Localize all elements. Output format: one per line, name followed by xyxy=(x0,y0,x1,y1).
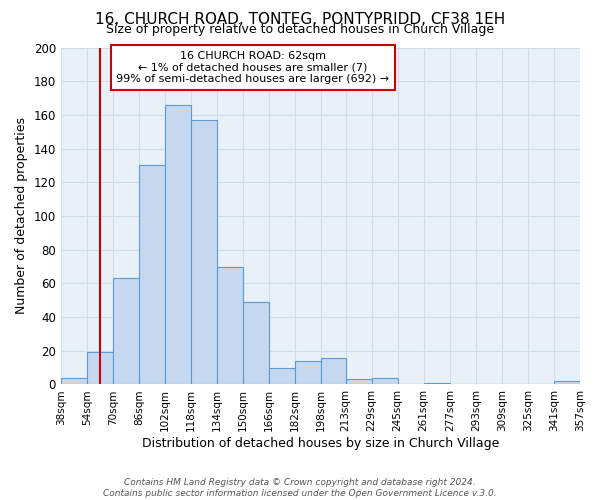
Text: 16, CHURCH ROAD, TONTEG, PONTYPRIDD, CF38 1EH: 16, CHURCH ROAD, TONTEG, PONTYPRIDD, CF3… xyxy=(95,12,505,28)
X-axis label: Distribution of detached houses by size in Church Village: Distribution of detached houses by size … xyxy=(142,437,499,450)
Bar xyxy=(61,378,87,384)
Bar xyxy=(113,278,139,384)
Bar xyxy=(139,166,165,384)
Bar xyxy=(269,368,295,384)
Text: 16 CHURCH ROAD: 62sqm
← 1% of detached houses are smaller (7)
99% of semi-detach: 16 CHURCH ROAD: 62sqm ← 1% of detached h… xyxy=(116,51,389,84)
Text: Size of property relative to detached houses in Church Village: Size of property relative to detached ho… xyxy=(106,22,494,36)
Bar xyxy=(243,302,269,384)
Y-axis label: Number of detached properties: Number of detached properties xyxy=(15,118,28,314)
Bar xyxy=(371,378,398,384)
Bar xyxy=(87,352,113,384)
Bar xyxy=(191,120,217,384)
Bar xyxy=(165,105,191,384)
Bar xyxy=(424,383,450,384)
Bar xyxy=(295,361,321,384)
Bar xyxy=(346,380,371,384)
Bar xyxy=(554,381,580,384)
Bar xyxy=(321,358,346,384)
Bar xyxy=(217,266,243,384)
Text: Contains HM Land Registry data © Crown copyright and database right 2024.
Contai: Contains HM Land Registry data © Crown c… xyxy=(103,478,497,498)
